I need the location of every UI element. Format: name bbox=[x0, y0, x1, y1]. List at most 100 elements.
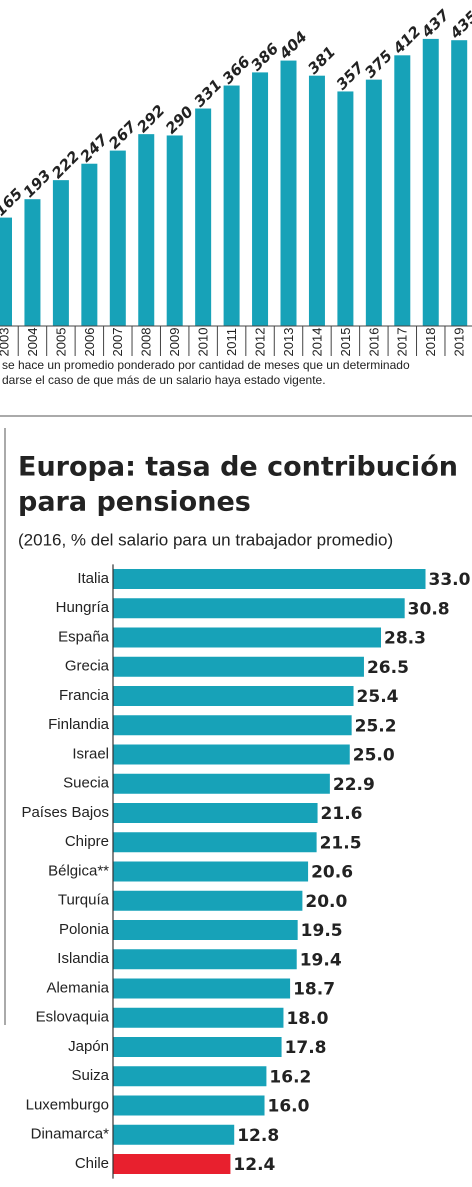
category-label: Italia bbox=[77, 570, 109, 587]
bar bbox=[113, 1095, 265, 1116]
value-label: 331 bbox=[190, 76, 225, 111]
value-label: 381 bbox=[304, 43, 339, 78]
bar bbox=[280, 60, 297, 327]
x-tick-label: 2012 bbox=[252, 328, 267, 357]
bar bbox=[223, 85, 240, 327]
x-tick-label: 2017 bbox=[395, 328, 410, 357]
category-label: Hungría bbox=[56, 599, 110, 616]
value-label: 19.5 bbox=[301, 921, 343, 941]
category-label: Polonia bbox=[59, 921, 110, 938]
category-label: Suiza bbox=[71, 1067, 109, 1084]
category-label: Eslovaquia bbox=[36, 1009, 110, 1026]
value-label: 17.8 bbox=[285, 1038, 327, 1058]
bar bbox=[0, 217, 12, 326]
category-label: Israel bbox=[72, 745, 109, 762]
value-label: 20.0 bbox=[305, 892, 347, 912]
category-label: Bélgica** bbox=[48, 862, 109, 879]
bar bbox=[422, 38, 439, 327]
bar bbox=[113, 627, 382, 648]
value-label: 404 bbox=[275, 28, 311, 64]
bar bbox=[113, 598, 405, 619]
category-label: Chipre bbox=[65, 833, 109, 850]
bar bbox=[24, 199, 41, 326]
value-label: 386 bbox=[247, 40, 282, 75]
chart-title: Europa: tasa de contribución bbox=[18, 452, 458, 483]
value-label: 18.0 bbox=[286, 1009, 328, 1029]
x-tick-label: 2019 bbox=[452, 328, 467, 357]
x-tick-label: 2009 bbox=[167, 328, 182, 357]
x-tick-label: 2015 bbox=[338, 328, 353, 357]
value-label: 25.0 bbox=[353, 746, 395, 766]
bar bbox=[113, 1154, 231, 1174]
bar bbox=[113, 803, 318, 823]
chart-title: para pensiones bbox=[18, 487, 251, 518]
value-label: 30.8 bbox=[408, 599, 450, 619]
bar bbox=[113, 861, 309, 882]
category-label: Chile bbox=[75, 1155, 109, 1172]
bar bbox=[113, 1037, 282, 1057]
category-label: Grecia bbox=[65, 658, 110, 675]
bar bbox=[113, 569, 426, 589]
value-label: 26.5 bbox=[367, 658, 409, 678]
value-label: 25.2 bbox=[355, 716, 397, 736]
x-tick-label: 2005 bbox=[53, 328, 68, 357]
value-label: 20.6 bbox=[311, 863, 353, 883]
x-tick-label: 2014 bbox=[309, 328, 324, 357]
value-label: 366 bbox=[219, 53, 254, 88]
footnote: darse el caso de que más de un salario h… bbox=[2, 373, 326, 387]
value-label: 12.4 bbox=[233, 1155, 275, 1175]
bar bbox=[113, 832, 317, 853]
x-tick-label: 2008 bbox=[139, 328, 154, 357]
value-label: 375 bbox=[361, 47, 396, 82]
bar bbox=[113, 978, 291, 999]
value-label: 12.8 bbox=[237, 1126, 279, 1146]
bar bbox=[113, 890, 303, 911]
value-label: 357 bbox=[333, 58, 368, 93]
value-label: 25.4 bbox=[357, 687, 399, 707]
bar bbox=[113, 744, 350, 765]
x-tick-label: 2007 bbox=[110, 328, 125, 357]
category-label: Francia bbox=[59, 687, 110, 704]
footnote: se hace un promedio ponderado por cantid… bbox=[2, 358, 410, 372]
category-label: España bbox=[58, 628, 110, 645]
category-label: Finlandia bbox=[48, 716, 110, 733]
bar bbox=[113, 686, 354, 706]
x-tick-label: 2011 bbox=[224, 328, 239, 356]
x-tick-label: 2003 bbox=[0, 328, 11, 357]
bar bbox=[166, 135, 183, 326]
category-label: Suecia bbox=[63, 775, 110, 792]
bar bbox=[195, 108, 212, 327]
bar bbox=[113, 1007, 284, 1028]
bar bbox=[394, 55, 411, 326]
category-label: Japón bbox=[68, 1038, 109, 1055]
bar bbox=[308, 75, 325, 326]
value-label: 290 bbox=[162, 103, 197, 138]
bar bbox=[113, 920, 298, 940]
bar bbox=[109, 150, 126, 326]
bar bbox=[113, 1066, 267, 1087]
bar bbox=[113, 656, 364, 677]
bar bbox=[113, 1124, 235, 1145]
category-label: Alemania bbox=[46, 979, 109, 996]
x-tick-label: 2004 bbox=[25, 328, 40, 357]
bar bbox=[113, 949, 297, 970]
category-label: Turquía bbox=[58, 892, 110, 909]
bar bbox=[365, 79, 382, 326]
value-label: 21.5 bbox=[320, 833, 362, 853]
chart-subtitle: (2016, % del salario para un trabajador … bbox=[18, 530, 393, 549]
bar bbox=[252, 72, 269, 326]
category-label: Dinamarca* bbox=[31, 1126, 110, 1143]
x-tick-label: 2006 bbox=[82, 328, 97, 357]
value-label: 33.0 bbox=[429, 570, 471, 590]
category-label: Islandia bbox=[57, 950, 109, 967]
x-tick-label: 2013 bbox=[281, 328, 296, 357]
bar bbox=[52, 180, 69, 326]
value-label: 21.6 bbox=[321, 804, 363, 824]
value-label: 22.9 bbox=[333, 775, 375, 795]
category-label: Luxemburgo bbox=[26, 1096, 109, 1113]
x-tick-label: 2010 bbox=[196, 328, 211, 357]
value-label: 16.0 bbox=[268, 1097, 310, 1117]
value-label: 19.4 bbox=[300, 950, 342, 970]
value-label: 18.7 bbox=[293, 980, 335, 1000]
